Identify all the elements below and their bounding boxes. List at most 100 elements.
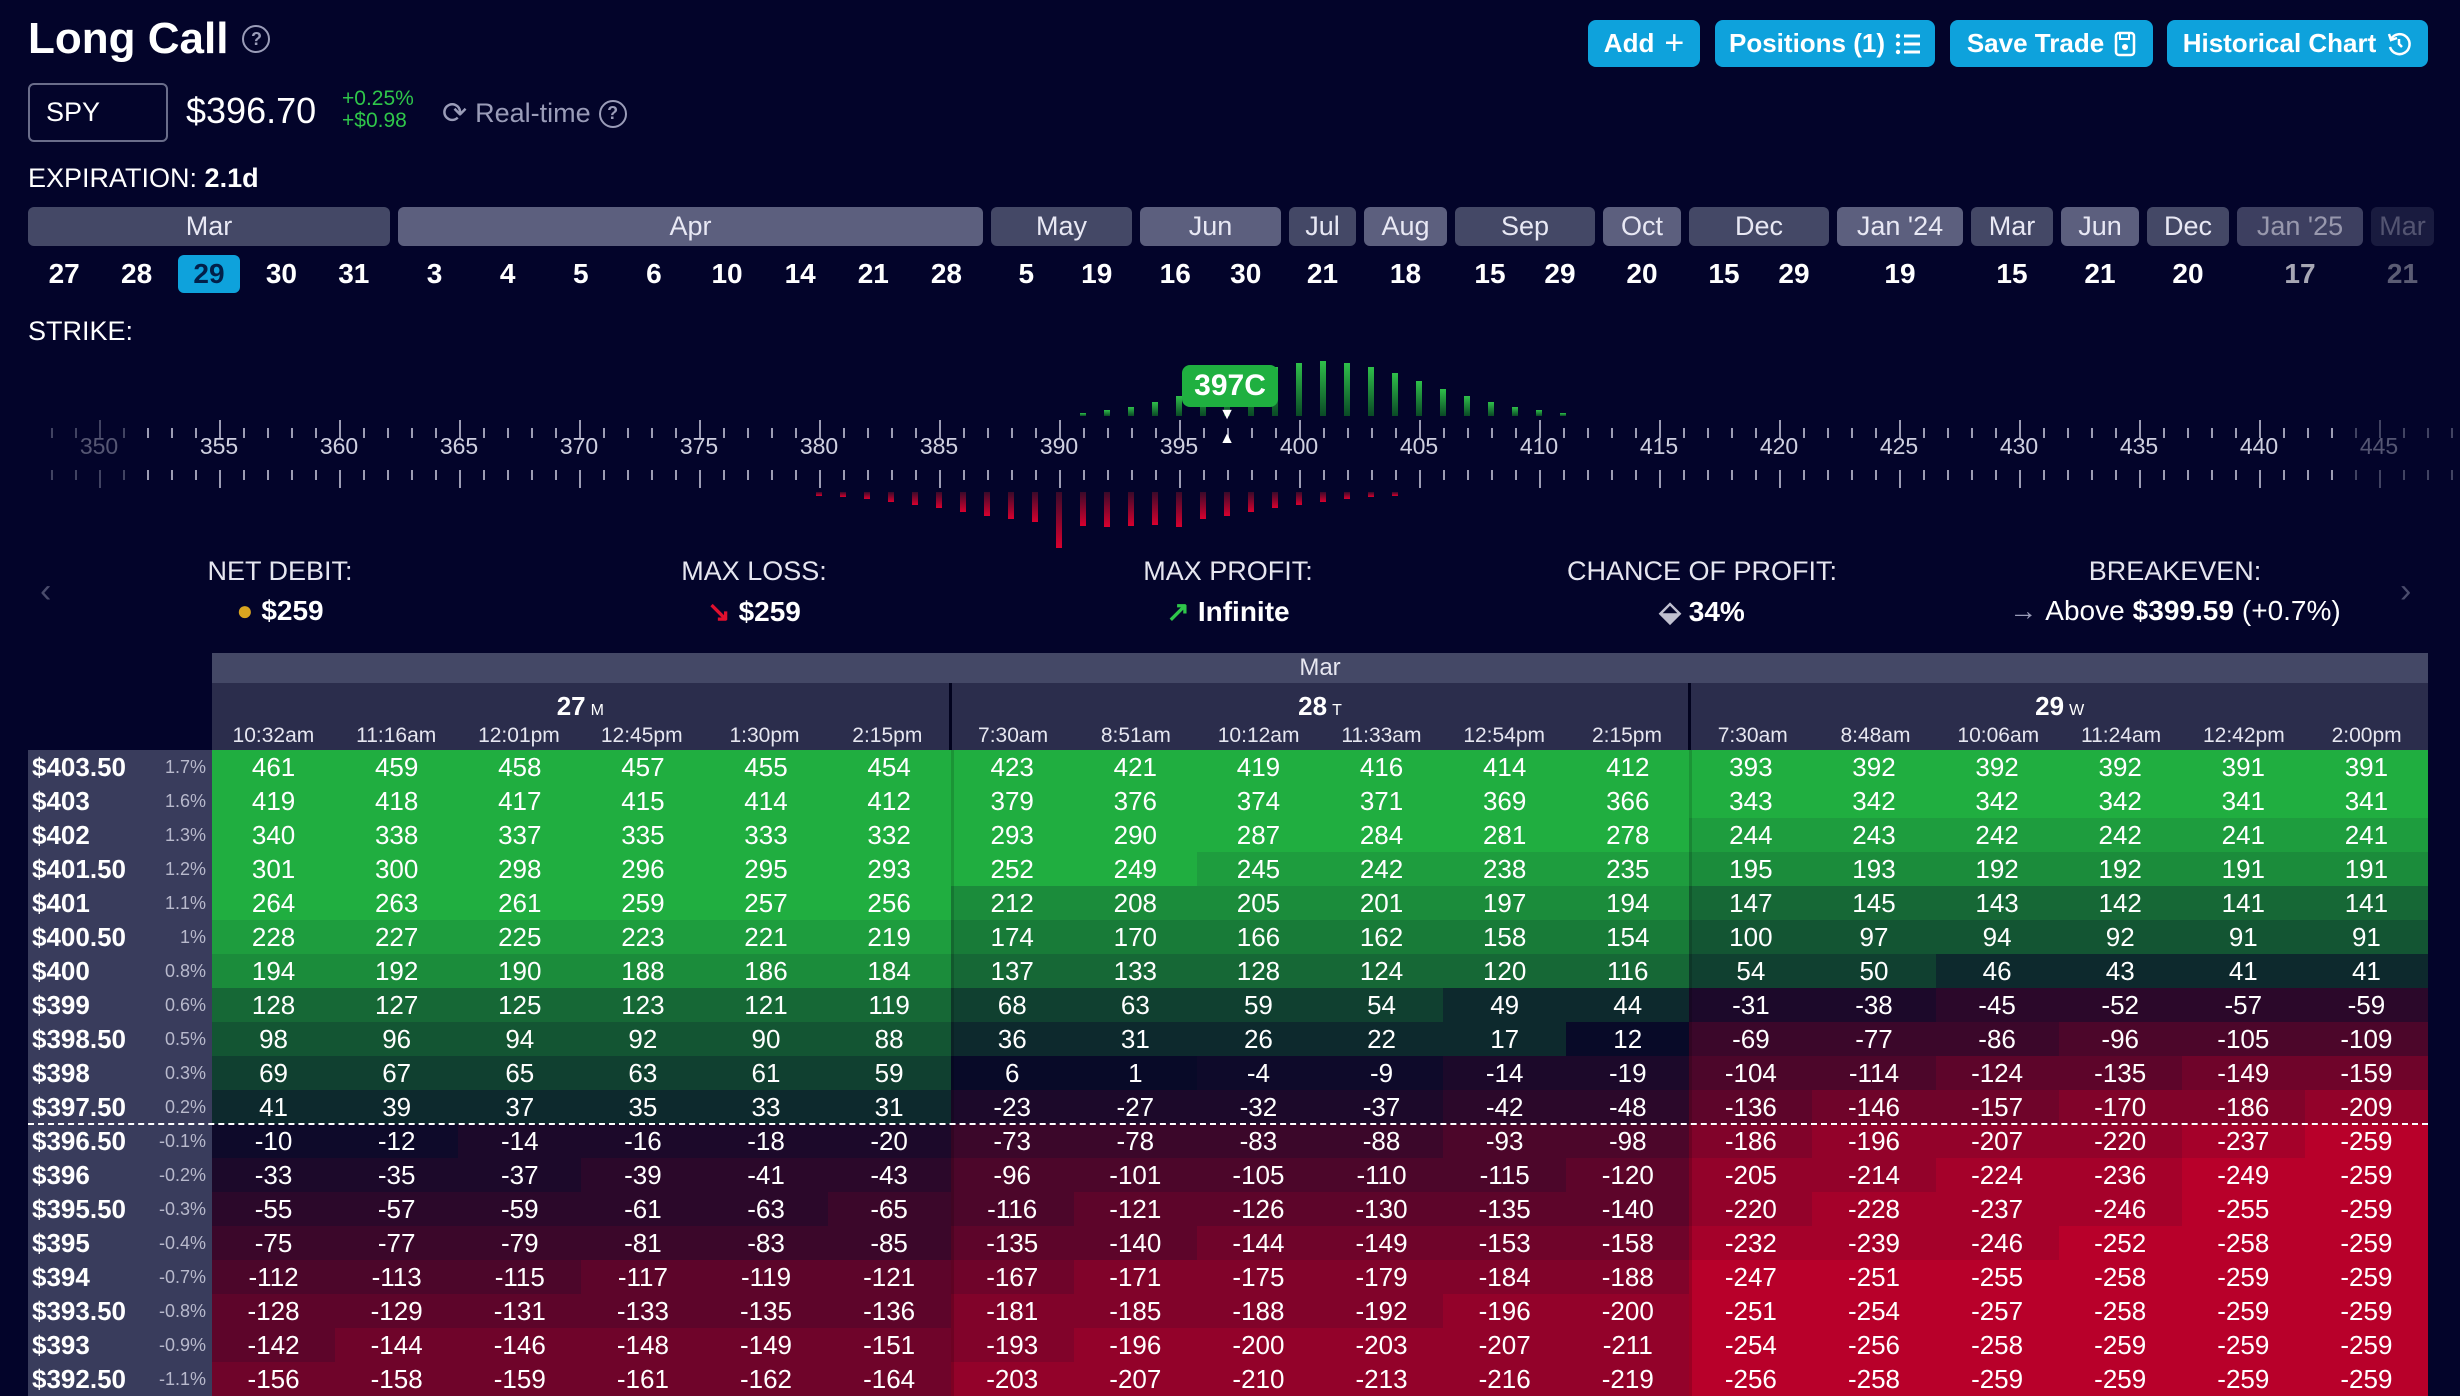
pnl-cell[interactable]: -96 [2058,1022,2182,1056]
pnl-cell[interactable]: 145 [1812,886,1936,920]
pnl-cell[interactable]: -216 [1443,1362,1567,1396]
pnl-cell[interactable]: 120 [1443,954,1567,988]
positions-button[interactable]: Positions (1) [1715,20,1935,67]
expiration-date-20[interactable]: 20 [1626,258,1658,289]
pnl-cell[interactable]: -219 [1566,1362,1690,1396]
pnl-cell[interactable]: -96 [950,1158,1074,1192]
expiration-date-29[interactable]: 29 [1778,258,1810,289]
pnl-cell[interactable]: -259 [2058,1362,2182,1396]
ticker-input[interactable] [28,83,168,142]
pnl-cell[interactable]: -81 [581,1226,705,1260]
pnl-cell[interactable]: -196 [1073,1328,1197,1362]
pnl-cell[interactable]: 191 [2181,852,2305,886]
pnl-cell[interactable]: -136 [1689,1090,1813,1124]
pnl-cell[interactable]: 205 [1196,886,1320,920]
pnl-cell[interactable]: -104 [1689,1056,1813,1090]
pnl-cell[interactable]: -121 [827,1260,951,1294]
pnl-cell[interactable]: 379 [950,784,1074,818]
pnl-cell[interactable]: 261 [458,886,582,920]
pnl-cell[interactable]: 455 [704,750,828,784]
pnl-cell[interactable]: -185 [1073,1294,1197,1328]
pnl-cell[interactable]: -14 [458,1124,582,1158]
pnl-cell[interactable]: -124 [1935,1056,2059,1090]
pnl-cell[interactable]: -23 [950,1090,1074,1124]
pnl-cell[interactable]: 192 [2058,852,2182,886]
pnl-cell[interactable]: -171 [1073,1260,1197,1294]
pnl-cell[interactable]: 26 [1196,1022,1320,1056]
pnl-cell[interactable]: 137 [950,954,1074,988]
pnl-cell[interactable]: -232 [1689,1226,1813,1260]
pnl-cell[interactable]: 244 [1689,818,1813,852]
pnl-cell[interactable]: 242 [1319,852,1444,886]
pnl-cell[interactable]: -77 [335,1226,459,1260]
pnl-cell[interactable]: -251 [1812,1260,1936,1294]
pnl-cell[interactable]: -38 [1812,988,1936,1022]
pnl-cell[interactable]: 341 [2181,784,2305,818]
pnl-cell[interactable]: -144 [335,1328,459,1362]
expiration-date-21[interactable]: 21 [1306,258,1339,289]
expiration-date-28[interactable]: 28 [930,258,963,289]
pnl-cell[interactable]: 376 [1073,784,1197,818]
pnl-cell[interactable]: -133 [581,1294,705,1328]
pnl-cell[interactable]: 1 [1073,1056,1197,1090]
selected-strike-badge[interactable]: 397C [1182,365,1278,407]
pnl-cell[interactable]: 369 [1443,784,1567,818]
pnl-cell[interactable]: 219 [827,920,951,954]
pnl-cell[interactable]: -205 [1689,1158,1813,1192]
expiration-date-29[interactable]: 29 [1544,258,1576,289]
pnl-cell[interactable]: -112 [212,1260,336,1294]
pnl-cell[interactable]: 63 [581,1056,705,1090]
pnl-cell[interactable]: 192 [1935,852,2059,886]
pnl-cell[interactable]: -259 [2181,1328,2305,1362]
pnl-cell[interactable]: 116 [1566,954,1690,988]
pnl-cell[interactable]: 284 [1319,818,1444,852]
pnl-cell[interactable]: -73 [950,1124,1074,1158]
pnl-cell[interactable]: 133 [1073,954,1197,988]
pnl-cell[interactable]: -153 [1443,1226,1567,1260]
pnl-cell[interactable]: -79 [458,1226,582,1260]
pnl-cell[interactable]: 184 [827,954,951,988]
pnl-cell[interactable]: 259 [581,886,705,920]
pnl-cell[interactable]: 191 [2304,852,2428,886]
pnl-cell[interactable]: 94 [1935,920,2059,954]
expiration-date-27[interactable]: 27 [48,258,80,289]
pnl-cell[interactable]: -4 [1196,1056,1320,1090]
pnl-cell[interactable]: 227 [335,920,459,954]
pnl-cell[interactable]: -170 [2058,1090,2182,1124]
pnl-cell[interactable]: 141 [2181,886,2305,920]
pnl-cell[interactable]: -18 [704,1124,828,1158]
pnl-cell[interactable]: 128 [212,988,336,1022]
pnl-cell[interactable]: 421 [1073,750,1197,784]
pnl-cell[interactable]: -203 [1319,1328,1444,1362]
pnl-cell[interactable]: -259 [2304,1328,2428,1362]
pnl-cell[interactable]: 454 [827,750,951,784]
pnl-cell[interactable]: 263 [335,886,459,920]
pnl-cell[interactable]: 194 [1566,886,1690,920]
pnl-cell[interactable]: 162 [1319,920,1444,954]
month-tab-jun[interactable]: Jun [1140,207,1281,246]
pnl-cell[interactable]: 419 [212,784,336,818]
pnl-cell[interactable]: -151 [827,1328,951,1362]
pnl-cell[interactable]: -113 [335,1260,459,1294]
pnl-cell[interactable]: -135 [704,1294,828,1328]
pnl-cell[interactable]: -220 [2058,1124,2182,1158]
pnl-cell[interactable]: 141 [2304,886,2428,920]
pnl-cell[interactable]: 417 [458,784,582,818]
pnl-cell[interactable]: 391 [2181,750,2305,784]
month-tab-oct[interactable]: Oct [1603,207,1681,246]
pnl-cell[interactable]: -259 [2181,1260,2305,1294]
pnl-cell[interactable]: -83 [704,1226,828,1260]
pnl-cell[interactable]: 121 [704,988,828,1022]
pnl-cell[interactable]: -228 [1812,1192,1936,1226]
pnl-cell[interactable]: -14 [1443,1056,1567,1090]
pnl-cell[interactable]: -207 [1073,1362,1197,1396]
pnl-cell[interactable]: 88 [827,1022,951,1056]
pnl-cell[interactable]: 221 [704,920,828,954]
expiration-date-21[interactable]: 21 [2084,258,2116,289]
pnl-cell[interactable]: -115 [458,1260,582,1294]
pnl-cell[interactable]: 416 [1319,750,1444,784]
pnl-cell[interactable]: 63 [1073,988,1197,1022]
expiration-date-17[interactable]: 17 [2284,258,2316,289]
pnl-cell[interactable]: -110 [1319,1158,1444,1192]
pnl-cell[interactable]: 195 [1689,852,1813,886]
